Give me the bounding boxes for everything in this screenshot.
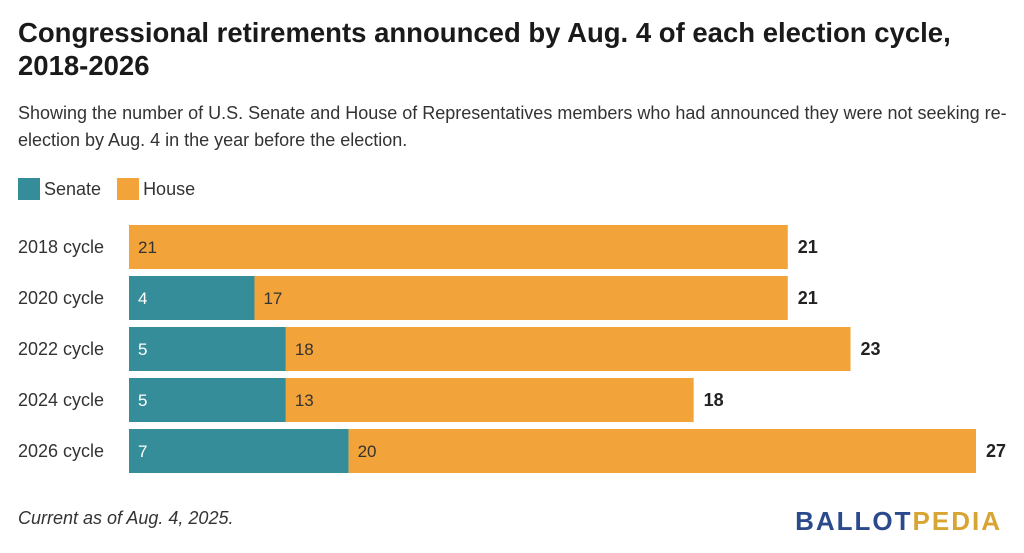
total-label: 18 <box>704 390 724 410</box>
legend-swatch-house <box>117 178 140 200</box>
legend-label-senate: Senate <box>44 178 102 199</box>
bar-house <box>285 327 851 371</box>
bar-senate <box>129 429 349 473</box>
legend-item-house: House <box>117 178 195 200</box>
bar-house <box>348 429 976 473</box>
bar-senate <box>129 378 286 422</box>
bar-house <box>129 225 788 269</box>
data-label-senate: 5 <box>138 340 147 359</box>
category-label: 2026 cycle <box>18 441 104 461</box>
data-label-house: 21 <box>138 238 157 257</box>
ballotpedia-logo: BALLOTPEDIA <box>795 506 1002 537</box>
total-label: 23 <box>861 339 881 359</box>
total-label: 27 <box>986 441 1006 461</box>
logo-part-ballot: BALLOT <box>795 506 913 536</box>
category-label: 2024 cycle <box>18 390 104 410</box>
chart-subtitle: Showing the number of U.S. Senate and Ho… <box>18 103 1007 150</box>
data-label-senate: 4 <box>138 289 147 308</box>
category-label: 2022 cycle <box>18 339 104 359</box>
data-label-house: 20 <box>358 442 377 461</box>
data-label-house: 17 <box>263 289 282 308</box>
bar-senate <box>129 276 255 320</box>
total-label: 21 <box>798 288 818 308</box>
data-label-house: 18 <box>295 340 314 359</box>
chart-title: Congressional retirements announced by A… <box>18 17 951 81</box>
data-label-house: 13 <box>295 391 314 410</box>
category-label: 2020 cycle <box>18 288 104 308</box>
category-label: 2018 cycle <box>18 237 104 257</box>
bar-house <box>254 276 788 320</box>
data-label-senate: 7 <box>138 442 147 461</box>
bar-chart: 2018 cycle 21 21 2020 cycle 4 17 21 2022 cycle 5… <box>18 225 1006 473</box>
bar-senate <box>129 327 286 371</box>
legend-swatch-senate <box>18 178 40 200</box>
bar-house <box>285 378 694 422</box>
total-label: 21 <box>798 237 818 257</box>
footnote: Current as of Aug. 4, 2025. <box>18 508 234 528</box>
logo-part-pedia: PEDIA <box>912 506 1002 536</box>
data-label-senate: 5 <box>138 391 147 410</box>
legend-label-house: House <box>143 178 196 199</box>
legend-item-senate: Senate <box>18 178 101 200</box>
legend: Senate House <box>18 178 211 200</box>
